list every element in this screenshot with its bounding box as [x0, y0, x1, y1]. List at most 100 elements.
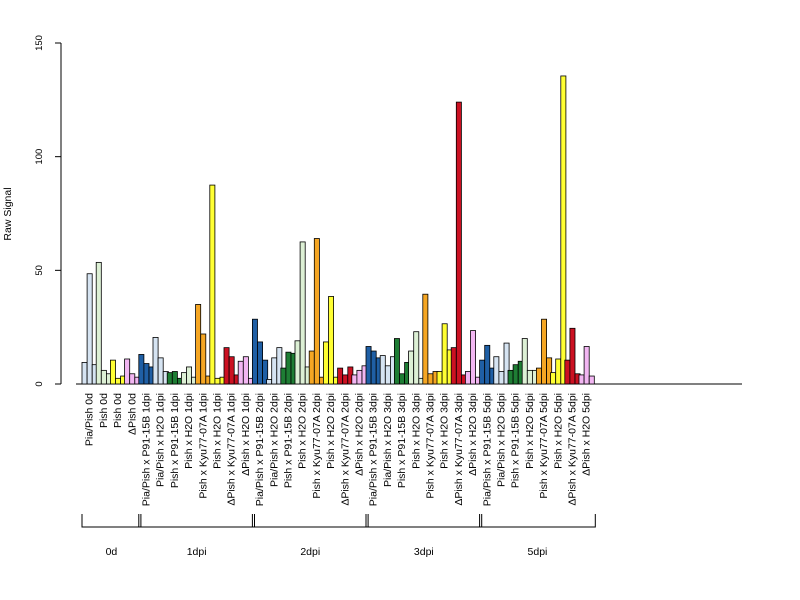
- y-tick-label: 50: [34, 265, 45, 276]
- category-label: Pish x P91-15B 5dpi: [510, 393, 522, 488]
- bar: [541, 318, 547, 385]
- category-label: Pish x Kyu77-07A 2dpi: [311, 393, 323, 499]
- category-label: Pish x Kyu77-07A 1dpi: [197, 393, 209, 499]
- bar: [503, 342, 510, 385]
- bar: [237, 360, 244, 385]
- group-label: 1dpi: [187, 546, 207, 558]
- bar: [200, 333, 207, 385]
- group-bracket: [251, 514, 369, 528]
- bar: [498, 371, 505, 385]
- bar: [251, 318, 258, 385]
- bar: [152, 336, 159, 385]
- category-label: ΔPish x Kyu77-07A 2dpi: [339, 393, 351, 506]
- bar: [299, 241, 306, 385]
- bar: [143, 363, 150, 385]
- bar: [536, 367, 542, 385]
- group-label: 3dpi: [414, 546, 434, 558]
- bar: [294, 340, 301, 385]
- bar: [564, 359, 571, 385]
- bar: [351, 374, 358, 385]
- category-label: ΔPish x H2O 1dpi: [240, 393, 252, 476]
- bar: [365, 346, 372, 385]
- group-bracket: [81, 514, 142, 528]
- category-label: ΔPish x H2O 3dpi: [467, 393, 479, 476]
- bars: [81, 75, 595, 385]
- bar: [408, 350, 415, 385]
- bar: [479, 359, 486, 385]
- bar: [583, 346, 590, 385]
- category-label: Pish x P91-15B 1dpi: [169, 393, 181, 488]
- category-label: Pish x H2O 3dpi: [410, 393, 422, 469]
- category-label: Pish x H2O 2dpi: [325, 393, 337, 469]
- bar: [100, 369, 107, 385]
- category-label: Pish x H2O 1dpi: [183, 393, 195, 469]
- category-label: Pia/Pish x P91-15B 2dpi: [254, 393, 266, 506]
- category-label: Pia/Pish x H2O 5dpi: [495, 393, 507, 487]
- category-label: Pia/Pish x P91-15B 1dpi: [140, 393, 152, 506]
- bar: [276, 347, 283, 385]
- category-label: ΔPish 0d: [126, 393, 138, 435]
- bar: [455, 101, 462, 385]
- category-labels: Pia/Pish 0d Pish 0d Pish 0d ΔPish 0d Pia/Pis…: [84, 393, 593, 506]
- group-brackets: 0d 1dpi 2dpi 3dpi 5dpi: [81, 514, 596, 558]
- bar: [441, 323, 448, 385]
- bar: [171, 371, 178, 385]
- bar: [157, 357, 164, 385]
- bar: [124, 358, 131, 385]
- bar: [379, 355, 386, 385]
- category-label: Pia/Pish x H2O 2dpi: [268, 393, 280, 487]
- bar: [166, 372, 173, 385]
- category-label: Pia/Pish x P91-15B 5dpi: [481, 393, 493, 506]
- bar: [422, 293, 429, 385]
- y-axis: 0 50 100 150: [34, 35, 62, 387]
- bar: [588, 375, 595, 385]
- bar: [399, 373, 405, 385]
- category-label: Pish x P91-15B 3dpi: [396, 393, 408, 488]
- category-label: Pish x H2O 2dpi: [297, 393, 309, 469]
- bar: [180, 372, 187, 385]
- bar: [484, 344, 491, 385]
- bar: [115, 377, 121, 385]
- bar: [507, 369, 514, 385]
- bar: [285, 351, 292, 385]
- bar: [578, 374, 585, 385]
- category-label: Pia/Pish x H2O 3dpi: [382, 393, 394, 487]
- bar: [427, 373, 434, 385]
- bar: [342, 374, 349, 385]
- group-bracket: [138, 514, 255, 528]
- bar: [271, 357, 278, 385]
- category-label: Pish 0d: [112, 393, 124, 428]
- bar: [413, 331, 420, 385]
- bar: [110, 359, 116, 385]
- bar: [328, 296, 334, 385]
- category-label: ΔPish x Kyu77-07A 1dpi: [226, 393, 238, 506]
- bar: [262, 359, 269, 385]
- bar: [546, 357, 553, 385]
- bar: [138, 354, 145, 385]
- category-label: Pia/Pish x H2O 1dpi: [155, 393, 167, 487]
- bar: [493, 356, 500, 385]
- bar: [95, 261, 102, 385]
- group-bracket: [479, 514, 596, 528]
- y-tick-label: 150: [34, 35, 45, 51]
- group-label: 5dpi: [528, 546, 548, 558]
- bar: [512, 364, 519, 385]
- bar: [356, 369, 363, 385]
- category-label: Pish x H2O 5dpi: [524, 393, 536, 469]
- bar: [129, 373, 136, 385]
- category-label: Pish 0d: [98, 393, 110, 428]
- category-label: ΔPish x Kyu77-07A 5dpi: [566, 393, 578, 506]
- category-label: ΔPish x H2O 2dpi: [353, 393, 365, 476]
- bar: [370, 350, 377, 385]
- bar: [384, 365, 391, 385]
- bar: [266, 379, 273, 385]
- bar: [560, 75, 567, 385]
- category-label: ΔPish x H2O 5dpi: [581, 393, 593, 476]
- bar: [228, 356, 235, 385]
- bar: [450, 347, 457, 385]
- bar: [393, 338, 400, 385]
- bar: [195, 304, 202, 385]
- bar: [526, 369, 533, 385]
- bar: [555, 358, 562, 385]
